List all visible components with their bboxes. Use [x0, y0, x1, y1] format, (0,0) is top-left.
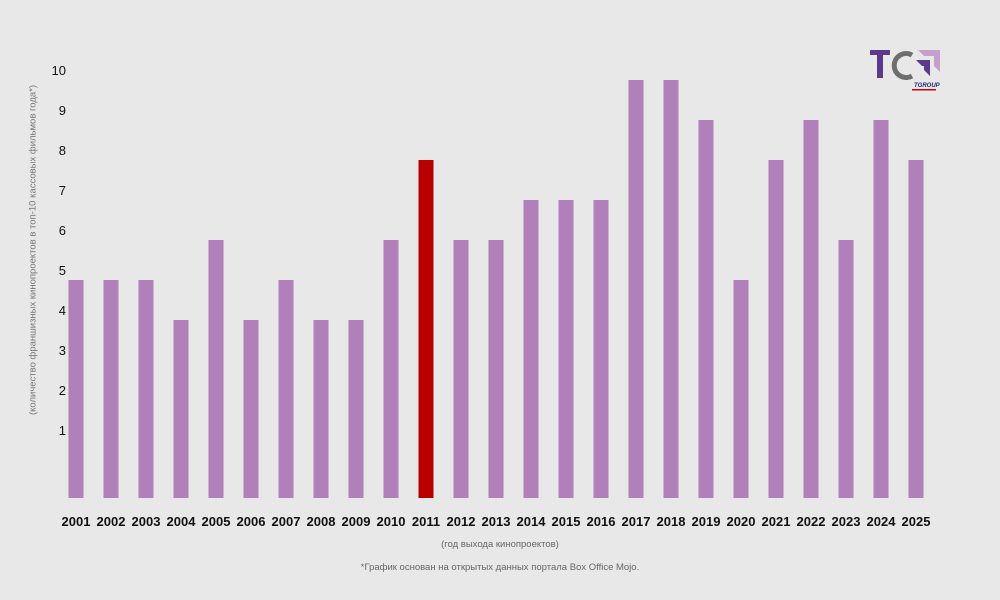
- bar-2006: [243, 320, 259, 498]
- bar-2014: [523, 200, 539, 498]
- x-tick-label: 2002: [97, 514, 126, 529]
- x-tick-label: 2015: [552, 514, 581, 529]
- bar-2019: [698, 120, 714, 498]
- x-axis-label: (год выхода кинопроектов): [441, 539, 559, 550]
- x-tick-label: 2017: [622, 514, 651, 529]
- bar-2017: [628, 80, 644, 498]
- x-tick-label: 2005: [202, 514, 231, 529]
- y-axis-label: (количество франшизных кинопроектов в то…: [27, 84, 39, 416]
- x-tick-label: 2001: [62, 514, 91, 529]
- bar-2020: [733, 280, 749, 498]
- x-tick-label: 2019: [692, 514, 721, 529]
- svg-text:TGROUP: TGROUP: [914, 83, 941, 89]
- y-tick-label: 5: [59, 263, 66, 278]
- bar-2018: [663, 80, 679, 498]
- bar-2015: [558, 200, 574, 498]
- bar-2003: [138, 280, 154, 498]
- bar-2023: [838, 240, 854, 498]
- x-tick-label: 2020: [727, 514, 756, 529]
- x-tick-label: 2010: [377, 514, 406, 529]
- y-tick-label: 1: [59, 423, 66, 438]
- x-tick-label: 2008: [307, 514, 336, 529]
- x-tick-label: 2007: [272, 514, 301, 529]
- bar-2001: [68, 280, 84, 498]
- bar-2022: [803, 120, 819, 498]
- y-tick-label: 3: [59, 343, 66, 358]
- bar-2021: [768, 160, 784, 498]
- y-tick-label: 9: [59, 103, 66, 118]
- bar-2009: [348, 320, 364, 498]
- x-tick-label: 2013: [482, 514, 511, 529]
- y-tick-label: 7: [59, 183, 66, 198]
- x-tick-label: 2011: [412, 514, 440, 529]
- x-tick-label: 2018: [657, 514, 686, 529]
- x-tick-label: 2009: [342, 514, 371, 529]
- bar-2010: [383, 240, 399, 498]
- y-tick-label: 10: [52, 63, 66, 78]
- bar-2012: [453, 240, 469, 498]
- bar-2013: [488, 240, 504, 498]
- bar-2007: [278, 280, 294, 498]
- x-tick-label: 2006: [237, 514, 266, 529]
- bar-2004: [173, 320, 189, 498]
- y-tick-label: 4: [59, 303, 66, 318]
- x-tick-label: 2023: [832, 514, 861, 529]
- x-tick-label: 2025: [902, 514, 931, 529]
- y-tick-label: 8: [59, 143, 66, 158]
- x-tick-label: 2014: [517, 514, 547, 529]
- bar-2016: [593, 200, 609, 498]
- y-tick-label: 6: [59, 223, 66, 238]
- bar-2011: [418, 160, 434, 498]
- x-tick-label: 2016: [587, 514, 616, 529]
- bar-2008: [313, 320, 329, 498]
- x-tick-label: 2004: [167, 514, 197, 529]
- x-tick-label: 2024: [867, 514, 897, 529]
- bar-2024: [873, 120, 889, 498]
- x-tick-label: 2003: [132, 514, 161, 529]
- x-tick-label: 2022: [797, 514, 826, 529]
- bar-2005: [208, 240, 224, 498]
- footnote: *График основан на открытых данных порта…: [360, 562, 640, 573]
- x-tick-label: 2012: [447, 514, 476, 529]
- x-tick-label: 2021: [762, 514, 791, 529]
- y-tick-label: 2: [59, 383, 66, 398]
- tc-group-logo: TGROUP: [870, 50, 941, 91]
- bar-2025: [908, 160, 924, 498]
- bar-2002: [103, 280, 119, 498]
